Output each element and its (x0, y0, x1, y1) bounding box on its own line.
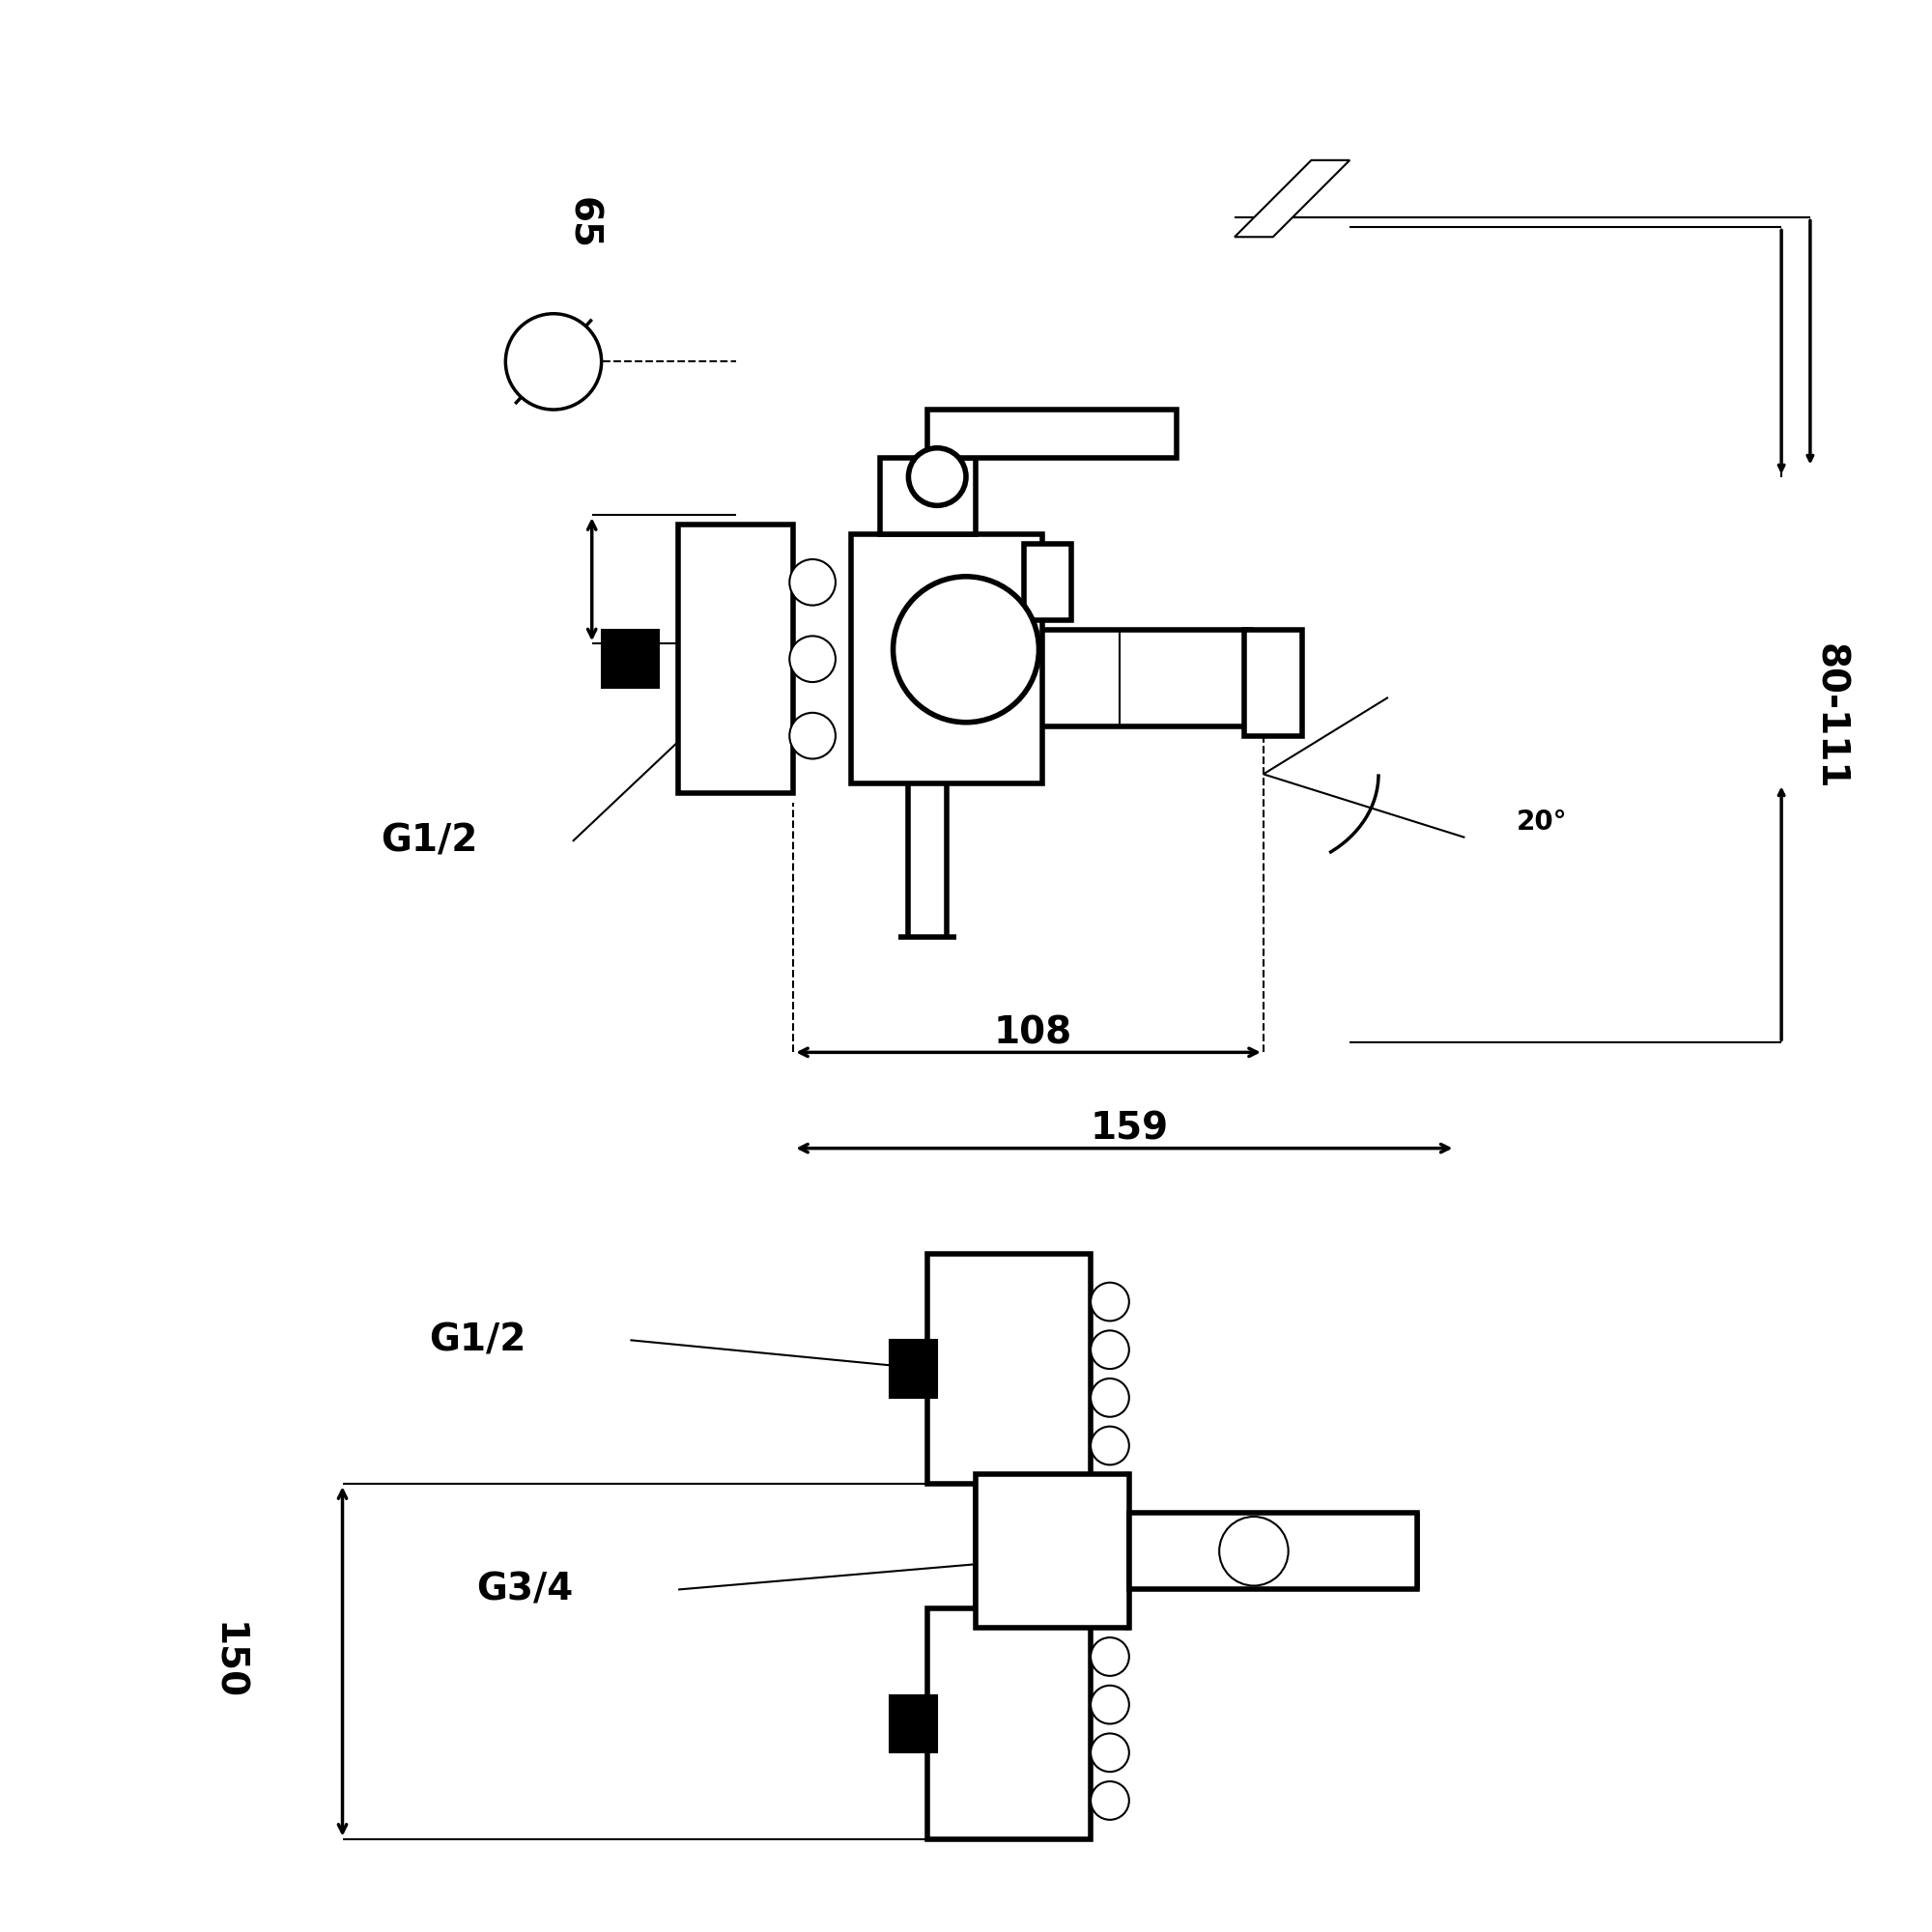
Text: 150: 150 (209, 1623, 245, 1700)
Bar (1128, 1513, 1416, 1590)
Bar (1024, 545, 1072, 620)
Text: 159: 159 (1090, 1111, 1169, 1148)
Circle shape (790, 636, 835, 682)
Polygon shape (1235, 160, 1350, 238)
Bar (927, 1254, 1092, 1484)
Text: G1/2: G1/2 (381, 823, 477, 860)
Circle shape (1092, 1685, 1128, 1723)
Circle shape (1092, 1331, 1128, 1370)
Bar (850, 535, 1043, 784)
Bar (889, 1694, 937, 1752)
Circle shape (790, 713, 835, 759)
Circle shape (1092, 1781, 1128, 1820)
Bar (1244, 630, 1302, 736)
Circle shape (790, 558, 835, 605)
Bar (879, 458, 976, 535)
Text: 108: 108 (993, 1014, 1072, 1051)
Circle shape (1219, 1517, 1289, 1586)
Bar (927, 410, 1177, 458)
Text: G1/2: G1/2 (429, 1321, 526, 1358)
Circle shape (893, 576, 1039, 723)
Text: G3/4: G3/4 (477, 1571, 574, 1607)
Circle shape (1092, 1733, 1128, 1772)
Bar (601, 630, 659, 688)
Circle shape (506, 313, 601, 410)
Text: 65: 65 (564, 197, 601, 249)
Bar (678, 526, 794, 794)
Bar (976, 1474, 1128, 1629)
Circle shape (1092, 1283, 1128, 1321)
Circle shape (1092, 1638, 1128, 1675)
Bar (927, 1609, 1092, 1839)
Text: 80-111: 80-111 (1810, 643, 1847, 790)
Circle shape (1092, 1426, 1128, 1464)
Text: 20°: 20° (1517, 810, 1567, 837)
Circle shape (1092, 1379, 1128, 1416)
Circle shape (908, 448, 966, 506)
Bar (889, 1341, 937, 1397)
